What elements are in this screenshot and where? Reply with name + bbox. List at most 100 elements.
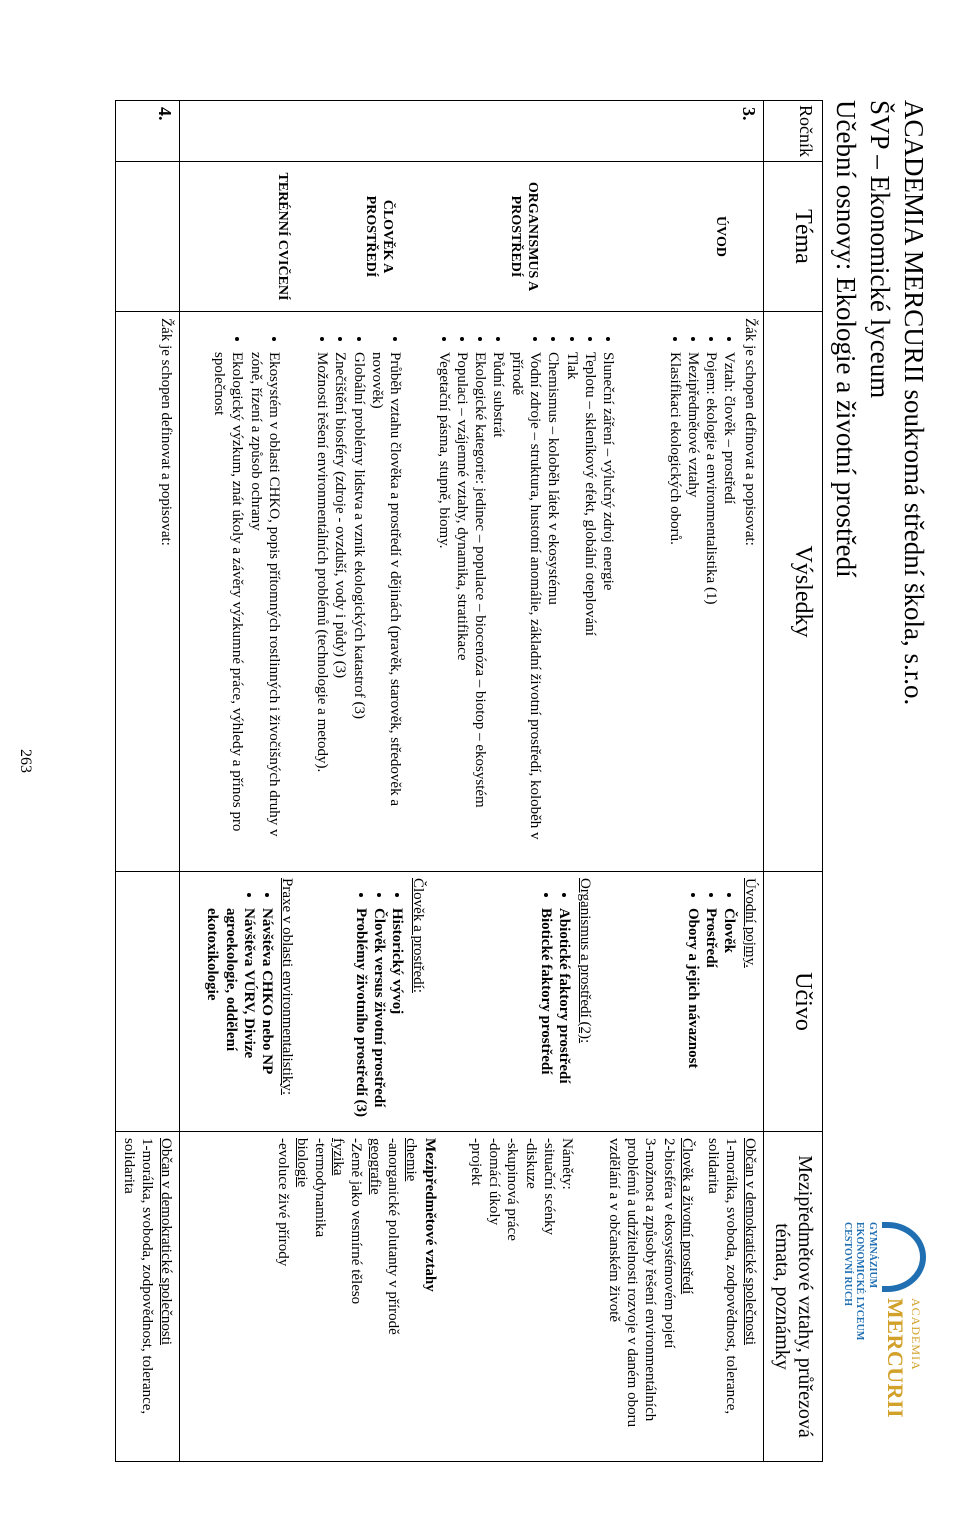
tema-organismus: ORGANISMUS A PROSTŘEDÍ — [506, 168, 541, 305]
notes-obcan: Občan v demokratické společnosti 1-morál… — [704, 1138, 759, 1455]
notes-fyz-u: fyzika — [330, 1138, 346, 1175]
list-item: Ekologické kategorie: jedinec – populace… — [471, 352, 489, 865]
ucivo-cell-3: Úvodní pojmy. ČlověkProstředíObory a jej… — [179, 872, 763, 1132]
vys-uvod-list: Vztah: člověk – prostředíPojem: ekologie… — [665, 318, 738, 865]
vys-clovek-list: Průběh vztahu člověka a prostředí v ději… — [313, 318, 404, 865]
notes-obcan-u: Občan v demokratické společnosti — [742, 1138, 758, 1345]
logo-arc-icon — [882, 1222, 926, 1292]
list-item: Abiotické faktory prostředí — [555, 908, 573, 1125]
list-item: Chemismus – koloběh látek v ekosystému — [544, 352, 562, 865]
ucivo-uvod-list: ČlověkProstředíObory a jejich návaznost — [684, 878, 739, 1125]
logo-line2: MERCURII — [882, 1298, 908, 1418]
tema-teren: TERÉNNÍ CVIČENÍ — [274, 168, 292, 305]
vys4-lead: Žák je schopen definovat a popisovat: — [156, 318, 174, 865]
line-item: -projekt — [467, 1138, 485, 1455]
list-item: Možnosti řešení environmentálních problé… — [313, 352, 331, 865]
notes4-1: 1-morálka, svoboda, zodpovědnost, tolera… — [120, 1138, 157, 1455]
row-grade-4: 4. Žák je schopen definovat a popisovat:… — [115, 101, 179, 1462]
list-item: Globální problémy lidstva a vznik ekolog… — [349, 352, 367, 865]
notes-bio-u: biologie — [294, 1138, 310, 1187]
logo-sub2: EKONOMICKÉ LYCEUM — [853, 1222, 866, 1462]
ucivo-cell-4 — [115, 872, 179, 1132]
row-grade-3: 3. ÚVOD ORGANISMUS A PROSTŘEDÍ ČLOVĚK A … — [179, 101, 763, 1462]
list-item: Problémy životního prostředí (3) — [351, 908, 369, 1125]
list-item: Sluneční záření – výlučný zdroj energie — [599, 352, 617, 865]
vysledky-cell-4: Žák je schopen definovat a popisovat: — [115, 312, 179, 872]
list-item: Vegetační pásma, stupně, biomy. — [434, 352, 452, 865]
list-item: Historický vývoj — [388, 908, 406, 1125]
col-vysledky: Výsledky — [763, 312, 822, 872]
line-item: -skupinová práce — [503, 1138, 521, 1455]
sheet: ACADEMIA MERCURII soukromá střední škola… — [0, 0, 960, 1522]
page: ACADEMIA MERCURII soukromá střední škola… — [0, 0, 960, 960]
logo-top: ACADEMIA MERCURII — [882, 1222, 926, 1462]
list-item: Člověk versus životní prostředí — [370, 908, 388, 1125]
vys-teren-list: Ekosystém v oblasti CHKO, popis přítomný… — [210, 318, 283, 865]
notes-mez-h: Mezipředmětové vztahy — [422, 1138, 438, 1292]
logo-sub1: GYMNÁZIUM — [866, 1222, 879, 1462]
col-tema: Téma — [763, 162, 822, 312]
notes-chemie-u: chemie — [403, 1138, 419, 1181]
notes-clovek: Člověk a životní prostředí 2-biosféra v … — [604, 1138, 695, 1455]
svp-line: ŠVP – Ekonomické lyceum — [863, 100, 897, 705]
logo-sublines: GYMNÁZIUM EKONOMICKÉ LYCEUM CESTOVNÍ RUC… — [841, 1222, 879, 1462]
grade-4: 4. — [115, 101, 179, 162]
list-item: Teplotu – skleníkový efekt, globální ote… — [581, 352, 599, 865]
line-item: -domácí úkoly — [485, 1138, 503, 1455]
ucivo-h-praxe: Praxe v oblasti environmentalistiky: — [278, 878, 296, 1125]
ucivo-clovek-list: Historický vývojČlověk versus životní pr… — [351, 878, 406, 1125]
vysledky-cell-3: Žák je schopen definovat a popisovat: Vz… — [179, 312, 763, 872]
ucivo-praxe-list: Návštěva CHKO nebo NPNávštěva VÚRV, Divi… — [203, 878, 276, 1125]
col-rocnik: Ročník — [763, 101, 822, 162]
notes-clovek-3: 3-možnost a způsoby řešení environmentál… — [604, 1138, 659, 1455]
list-item: Člověk — [720, 908, 738, 1125]
vys-org-list: Sluneční záření – výlučný zdroj energieT… — [434, 318, 617, 865]
tema-cell-3: ÚVOD ORGANISMUS A PROSTŘEDÍ ČLOVĚK A PRO… — [179, 162, 763, 312]
list-item: Biotické faktory prostředí — [537, 908, 555, 1125]
list-item: Návštěva CHKO nebo NP — [258, 908, 276, 1125]
table-header-row: Ročník Téma Výsledky Učivo Mezipředmětov… — [763, 101, 822, 1462]
notes-namety-h: Náměty: — [558, 1138, 576, 1455]
notes-bio: -evoluce živé přírody — [274, 1138, 292, 1455]
list-item: Půdní substrát — [489, 352, 507, 865]
list-item: Mezipředmětové vztahy — [684, 352, 702, 865]
logo-sub3: CESTOVNÍ RUCH — [841, 1222, 854, 1462]
list-item: Klasifikaci ekologických oborů. — [665, 352, 683, 865]
logo: ACADEMIA MERCURII GYMNÁZIUM EKONOMICKÉ L… — [841, 1222, 931, 1462]
logo-text: ACADEMIA MERCURII — [882, 1298, 923, 1418]
header: ACADEMIA MERCURII soukromá střední škola… — [829, 100, 930, 1462]
ucivo-h-uvod: Úvodní pojmy. — [740, 878, 758, 1125]
list-item: Obory a jejich návaznost — [684, 908, 702, 1125]
tema-stack: ÚVOD ORGANISMUS A PROSTŘEDÍ ČLOVĚK A PRO… — [274, 168, 729, 305]
notes-mez: Mezipředmětové vztahy chemie -anorganick… — [274, 1138, 439, 1455]
notes-fyz: -termodynamika — [311, 1138, 329, 1455]
school-name: ACADEMIA MERCURII soukromá střední škola… — [896, 100, 930, 705]
notes-namety: Náměty: -situační scénky-diskuze-skupino… — [467, 1138, 577, 1455]
notes-namety-list: -situační scénky-diskuze-skupinová práce… — [467, 1138, 558, 1455]
tema-cell-4 — [115, 162, 179, 312]
vys-lead: Žák je schopen definovat a popisovat: — [740, 318, 758, 865]
subject-line: Učební osnovy: Ekologie a životní prostř… — [829, 100, 863, 705]
list-item: Prostředí — [702, 908, 720, 1125]
col-notes: Mezipředmětové vztahy, průřezová témata,… — [763, 1132, 822, 1462]
ucivo-h-org: Organismus a prostředí (2): — [575, 878, 593, 1125]
ucivo-org-list: Abiotické faktory prostředíBiotické fakt… — [537, 878, 574, 1125]
list-item: Populaci – vzájemné vztahy, dynamika, st… — [453, 352, 471, 865]
notes-clovek-u: Člověk a životní prostředí — [679, 1138, 695, 1294]
page-number: 263 — [16, 0, 34, 1522]
list-item: Ekologický výzkum, znát úkoly a závěry v… — [210, 352, 247, 865]
list-item: Tlak — [562, 352, 580, 865]
tema-uvod: ÚVOD — [711, 168, 729, 305]
notes-chemie: -anorganické polutanty v přírodě — [384, 1138, 402, 1455]
document-titles: ACADEMIA MERCURII soukromá střední škola… — [829, 100, 930, 705]
list-item: Vodní zdroje – struktura, hustotní anomá… — [507, 352, 544, 865]
col-ucivo: Učivo — [763, 872, 822, 1132]
line-item: -situační scénky — [540, 1138, 558, 1455]
list-item: Průběh vztahu člověka a prostředí v ději… — [368, 352, 405, 865]
list-item: Návštěva VÚRV, Divize agroekologie, oddě… — [203, 908, 258, 1125]
list-item: Vztah: člověk – prostředí — [720, 352, 738, 865]
notes-cell-3: Občan v demokratické společnosti 1-morál… — [179, 1132, 763, 1462]
notes-clovek-2: 2-biosféra v ekosystémovém pojetí — [659, 1138, 677, 1455]
notes-geo: -Země jako vesmírné těleso — [347, 1138, 365, 1455]
notes4-u: Občan v demokratické společnosti — [158, 1138, 174, 1345]
